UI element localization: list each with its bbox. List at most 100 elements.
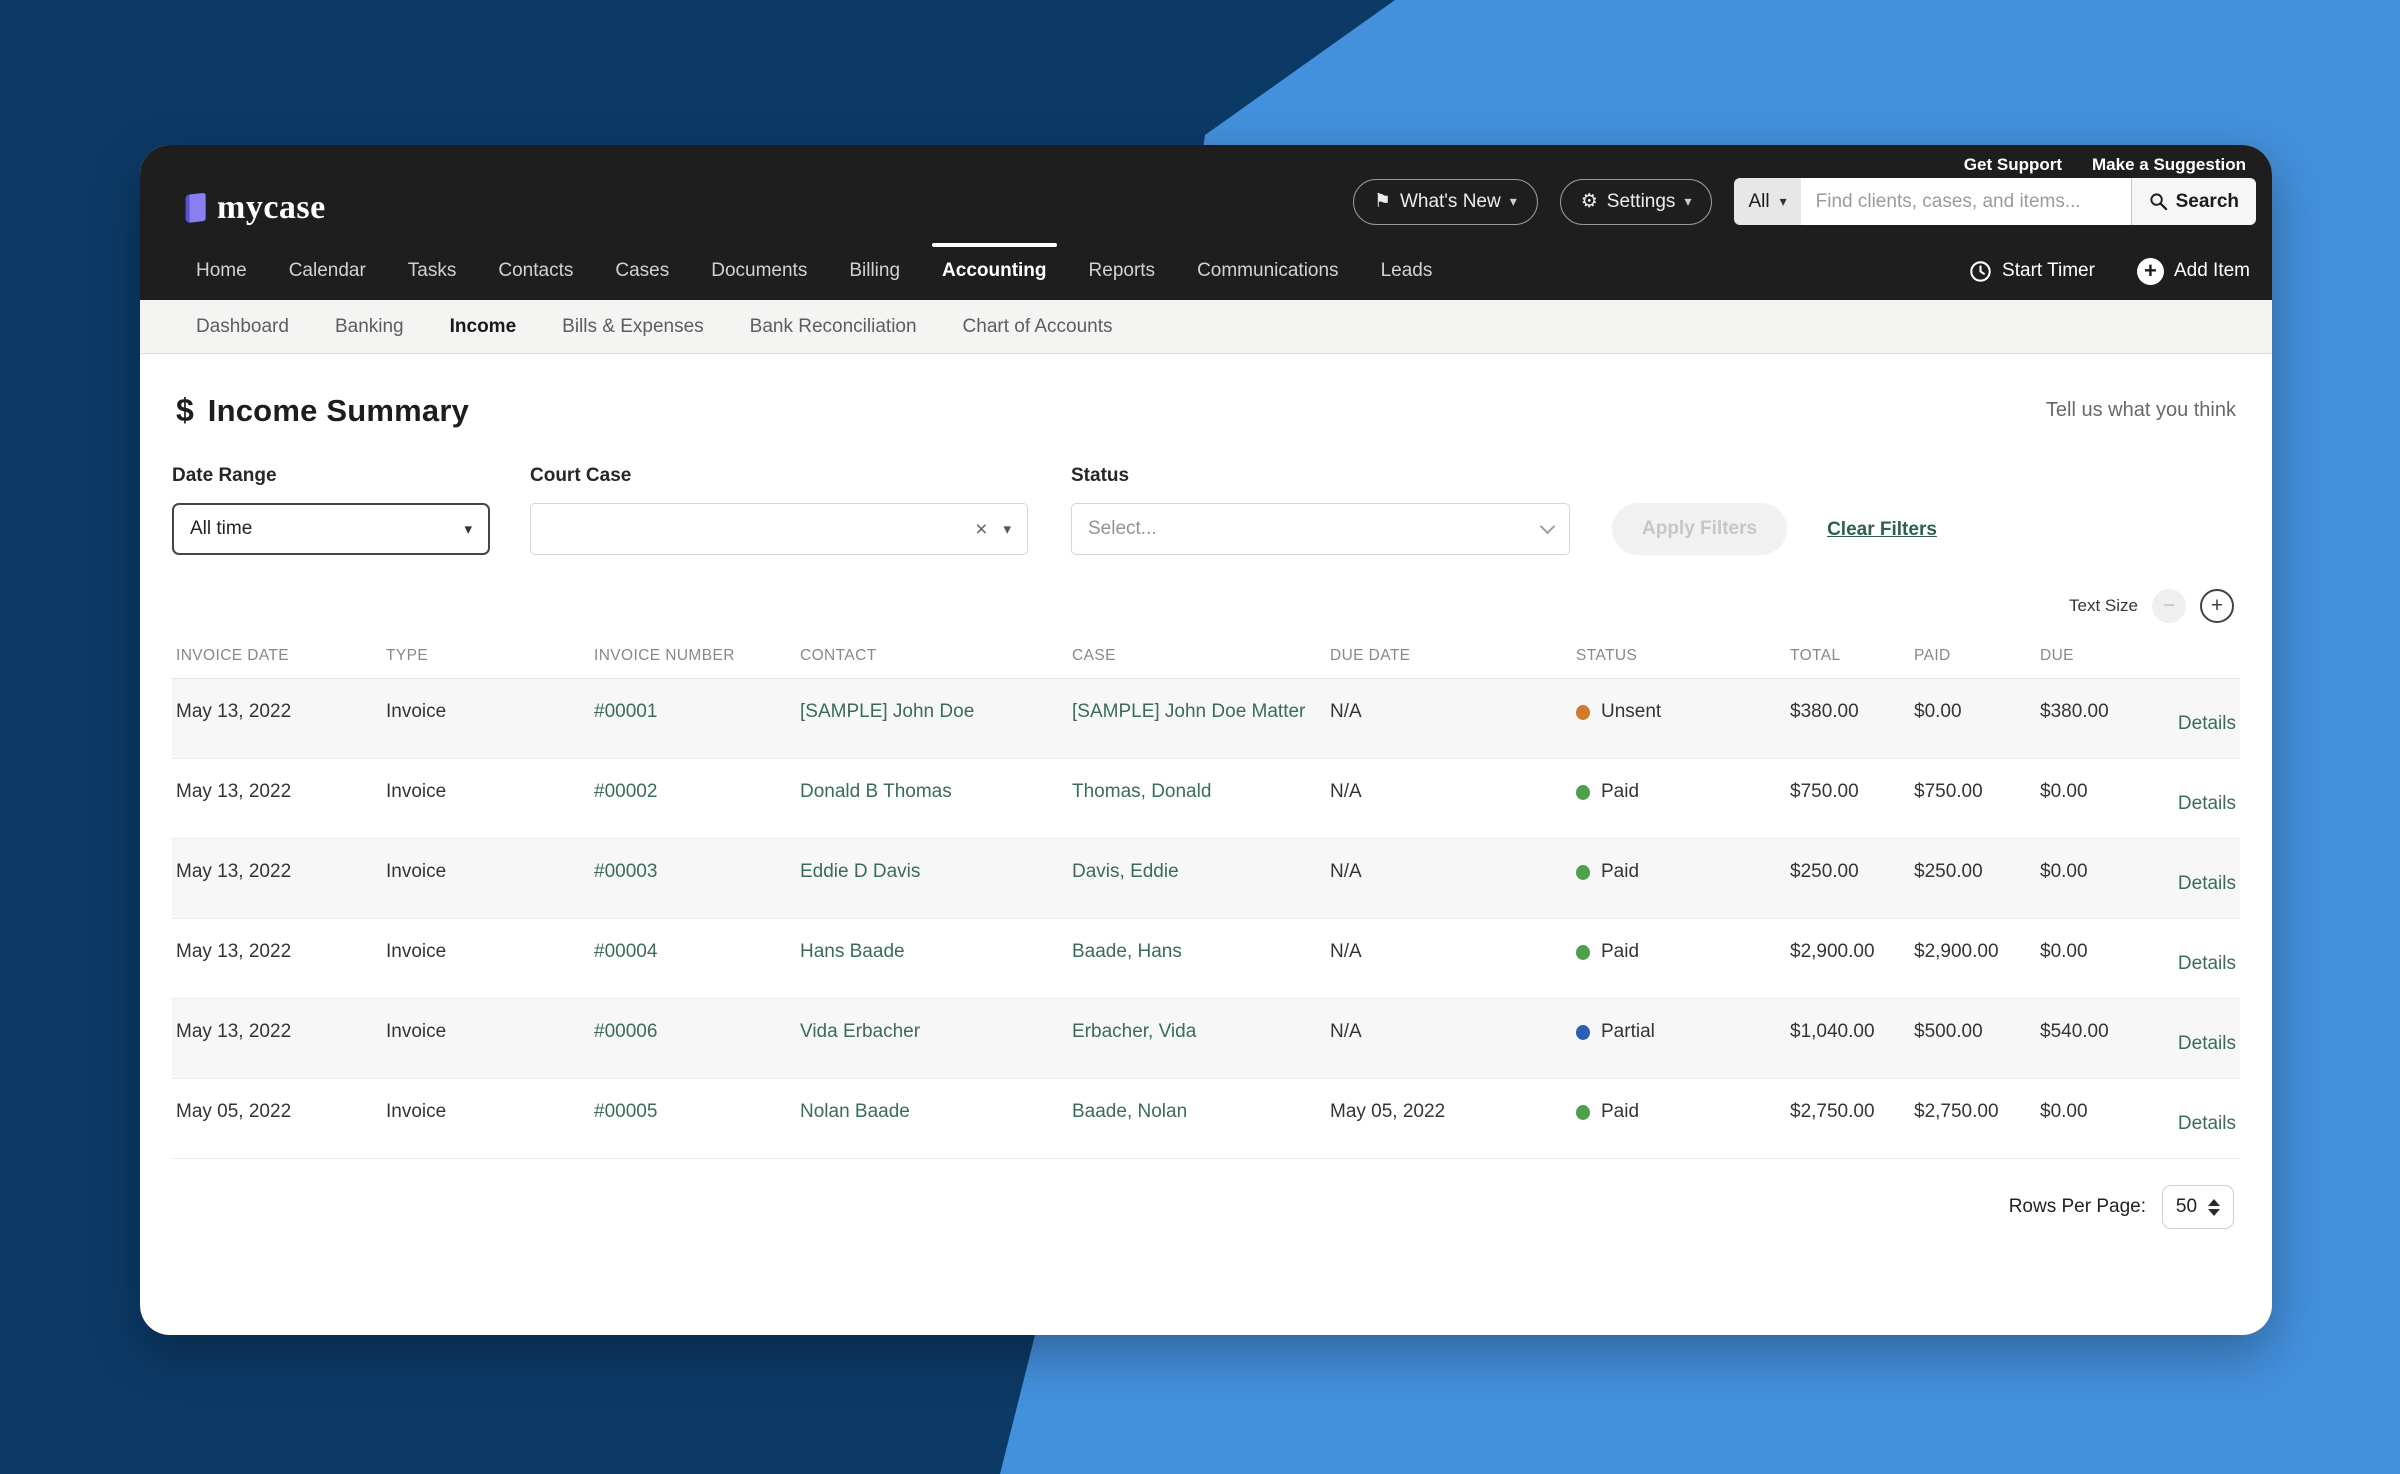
status-label: Unsent <box>1601 701 1662 722</box>
cell-invoice-number[interactable]: #00002 <box>594 781 658 802</box>
cell-case[interactable]: Thomas, Donald <box>1072 781 1212 802</box>
nav-item-contacts[interactable]: Contacts <box>498 260 574 281</box>
app-window: Get Support Make a Suggestion mycase ⚑ W… <box>140 145 2272 1335</box>
subnav-item-chart-of-accounts[interactable]: Chart of Accounts <box>962 315 1113 337</box>
details-link[interactable]: Details <box>2177 713 2236 734</box>
cell-contact[interactable]: Eddie D Davis <box>800 861 921 882</box>
search-button[interactable]: Search <box>2130 178 2256 225</box>
cell-invoice-date: May 13, 2022 <box>176 941 292 962</box>
date-range-select[interactable]: All time ▾ <box>172 503 490 555</box>
pagination-row: Rows Per Page: 50 <box>172 1185 2240 1229</box>
search-input[interactable] <box>1800 178 2131 225</box>
subnav-item-income[interactable]: Income <box>449 315 517 337</box>
cell-paid: $250.00 <box>1914 861 1983 882</box>
make-suggestion-link[interactable]: Make a Suggestion <box>2092 155 2246 174</box>
cell-total: $1,040.00 <box>1790 1021 1875 1042</box>
nav-item-reports[interactable]: Reports <box>1088 260 1156 281</box>
cell-due-date: N/A <box>1330 941 1362 962</box>
nav-item-communications[interactable]: Communications <box>1197 260 1339 281</box>
nav-item-tasks[interactable]: Tasks <box>407 260 457 281</box>
subnav-item-banking[interactable]: Banking <box>334 315 404 337</box>
date-range-value: All time <box>190 518 253 539</box>
cell-contact[interactable]: Nolan Baade <box>800 1101 910 1122</box>
cell-case[interactable]: Davis, Eddie <box>1072 861 1179 882</box>
column-header: DUE DATE <box>1330 646 1411 664</box>
nav-item-home[interactable]: Home <box>196 260 247 281</box>
nav-actions: Start Timer + Add Item <box>1969 257 2250 285</box>
text-size-increase-button[interactable]: + <box>2200 589 2234 623</box>
page-title: Income Summary <box>207 392 470 428</box>
rows-per-page-select[interactable]: 50 <box>2162 1185 2234 1229</box>
book-logo-icon <box>182 192 209 224</box>
cell-invoice-number[interactable]: #00001 <box>594 701 658 722</box>
status-select[interactable]: Select... <box>1071 503 1570 555</box>
cell-case[interactable]: [SAMPLE] John Doe Matter <box>1072 701 1306 722</box>
cell-contact[interactable]: Donald B Thomas <box>800 781 952 802</box>
status-label: Paid <box>1601 1101 1640 1122</box>
cell-contact[interactable]: [SAMPLE] John Doe <box>800 701 975 722</box>
cell-total: $750.00 <box>1790 781 1859 802</box>
cell-type: Invoice <box>386 1021 447 1042</box>
cell-case[interactable]: Baade, Nolan <box>1072 1101 1188 1122</box>
feedback-link[interactable]: Tell us what you think <box>2045 399 2236 421</box>
cell-invoice-number[interactable]: #00003 <box>594 861 658 882</box>
details-link[interactable]: Details <box>2177 1033 2236 1054</box>
whats-new-button[interactable]: ⚑ What's New ▾ <box>1352 178 1538 225</box>
details-link[interactable]: Details <box>2177 793 2236 814</box>
cell-invoice-number[interactable]: #00004 <box>594 941 658 962</box>
court-case-select[interactable]: × ▾ <box>530 503 1028 555</box>
cell-invoice-date: May 13, 2022 <box>176 701 292 722</box>
start-timer-button[interactable]: Start Timer <box>1969 260 2095 283</box>
cell-due-date: N/A <box>1330 861 1362 882</box>
apply-filters-button[interactable]: Apply Filters <box>1612 503 1788 555</box>
nav-item-calendar[interactable]: Calendar <box>288 260 366 281</box>
column-header: PAID <box>1914 646 1951 664</box>
cell-contact[interactable]: Hans Baade <box>800 941 905 962</box>
cell-type: Invoice <box>386 781 447 802</box>
nav-item-accounting[interactable]: Accounting <box>932 243 1056 281</box>
cell-total: $250.00 <box>1790 861 1859 882</box>
status-dot <box>1576 944 1590 960</box>
cell-invoice-date: May 05, 2022 <box>176 1101 292 1122</box>
column-header: STATUS <box>1576 646 1638 664</box>
cell-case[interactable]: Erbacher, Vida <box>1072 1021 1197 1042</box>
settings-button[interactable]: ⚙ Settings ▾ <box>1559 178 1713 225</box>
status-dot <box>1576 784 1590 800</box>
nav-item-billing[interactable]: Billing <box>849 260 901 281</box>
column-header: CONTACT <box>800 646 877 664</box>
nav-item-documents[interactable]: Documents <box>711 260 808 281</box>
cell-due-date: May 05, 2022 <box>1330 1101 1446 1122</box>
nav-item-cases[interactable]: Cases <box>615 260 670 281</box>
get-support-link[interactable]: Get Support <box>1963 155 2063 174</box>
chevron-down-icon: ▾ <box>1779 193 1787 209</box>
details-link[interactable]: Details <box>2177 953 2236 974</box>
subnav-item-dashboard[interactable]: Dashboard <box>196 315 289 337</box>
nav-item-leads[interactable]: Leads <box>1380 260 1433 281</box>
details-link[interactable]: Details <box>2177 873 2236 894</box>
stepper-icon <box>2208 1198 2221 1216</box>
subnav-item-bank-reconciliation[interactable]: Bank Reconciliation <box>749 315 917 337</box>
income-table: INVOICE DATE TYPE INVOICE NUMBER CONTACT CAS… <box>172 633 2240 1159</box>
column-header: INVOICE NUMBER <box>594 646 735 664</box>
cell-paid: $2,900.00 <box>1914 941 1999 962</box>
add-item-button[interactable]: + Add Item <box>2136 257 2250 285</box>
invoice-table-body: May 13, 2022 Invoice #00001 [SAMPLE] John D… <box>172 679 2240 1159</box>
cell-contact[interactable]: Vida Erbacher <box>800 1021 921 1042</box>
search-scope-select[interactable]: All ▾ <box>1734 178 1801 225</box>
clear-x-icon[interactable]: × <box>975 517 988 541</box>
cell-due: $540.00 <box>2040 1021 2109 1042</box>
clear-filters-link[interactable]: Clear Filters <box>1827 519 1937 540</box>
dollar-icon: $ <box>176 392 194 428</box>
details-link[interactable]: Details <box>2177 1113 2236 1134</box>
cell-invoice-number[interactable]: #00005 <box>594 1101 658 1122</box>
text-size-decrease-button[interactable]: − <box>2152 589 2186 623</box>
cell-status: Unsent <box>1576 679 1790 723</box>
cell-due-date: N/A <box>1330 781 1362 802</box>
cell-case[interactable]: Baade, Hans <box>1072 941 1182 962</box>
rows-per-page-label: Rows Per Page: <box>2008 1196 2146 1217</box>
search-icon <box>2149 192 2168 211</box>
mycase-logo[interactable]: mycase <box>182 189 326 227</box>
cell-invoice-number[interactable]: #00006 <box>594 1021 658 1042</box>
subnav-item-bills-expenses[interactable]: Bills & Expenses <box>562 315 704 337</box>
filters-row: Date Range All time ▾ Court Case × ▾ Sta… <box>172 465 2240 555</box>
